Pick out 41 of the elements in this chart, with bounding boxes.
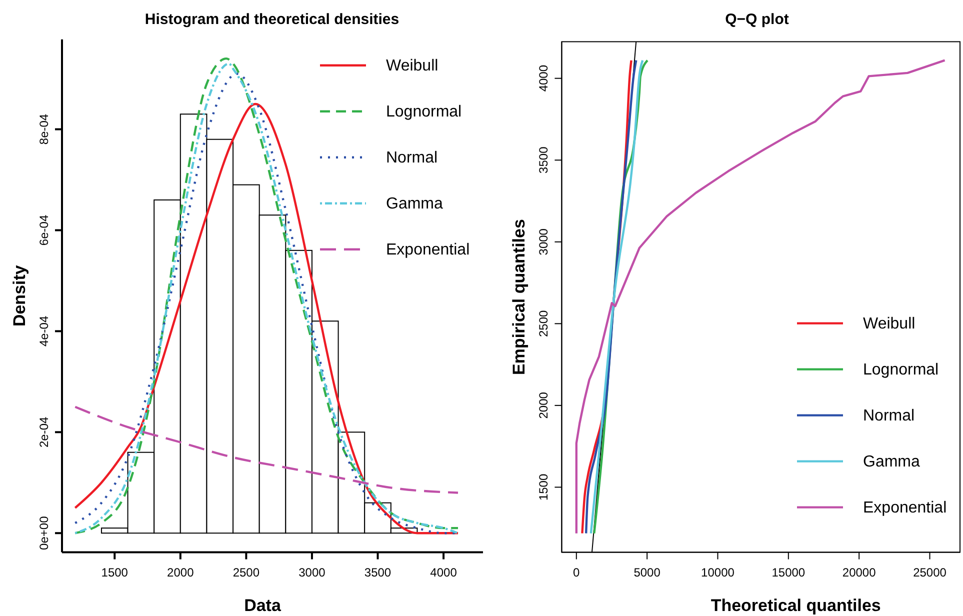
y-tick-label: 4e-04 — [37, 316, 51, 347]
x-tick-label: 2500 — [232, 565, 260, 580]
x-tick-label: 2000 — [167, 565, 194, 580]
y-axis-title: Empirical quantiles — [510, 219, 529, 375]
y-tick-label: 0e+00 — [37, 516, 51, 550]
y-tick-label: 2000 — [536, 392, 551, 419]
chart-title: Histogram and theoretical densities — [144, 11, 400, 28]
legend-label: Normal — [386, 149, 438, 166]
legend-label: Exponential — [386, 241, 470, 258]
x-tick-label: 4000 — [430, 565, 458, 580]
legend-label: Exponential — [863, 499, 947, 516]
y-tick-label: 2e-04 — [37, 416, 51, 448]
x-tick-label: 0 — [573, 565, 580, 580]
x-tick-label: 20000 — [842, 565, 876, 580]
x-tick-label: 5000 — [634, 565, 661, 580]
x-axis-title: Data — [244, 596, 282, 615]
legend-label: Lognormal — [863, 361, 939, 378]
x-tick-label: 25000 — [913, 565, 947, 580]
x-axis-title: Theoretical quantiles — [710, 596, 881, 615]
y-tick-label: 8e-04 — [37, 114, 51, 145]
legend-label: Gamma — [386, 195, 443, 212]
chart-title: Q−Q plot — [725, 11, 789, 28]
y-tick-label: 3000 — [536, 228, 551, 256]
legend-label: Weibull — [386, 57, 438, 74]
y-tick-label: 4000 — [536, 64, 551, 92]
y-tick-label: 6e-04 — [37, 214, 51, 246]
line-series — [575, 59, 946, 534]
legend-label: Weibull — [863, 315, 916, 332]
x-tick-label: 1500 — [101, 565, 128, 580]
line-series — [74, 406, 460, 494]
y-tick-label: 3500 — [536, 146, 551, 174]
legend-label: Normal — [863, 407, 915, 424]
x-tick-label: 10000 — [701, 565, 735, 580]
y-tick-label: 1500 — [536, 474, 551, 501]
y-tick-label: 2500 — [536, 310, 551, 338]
x-tick-label: 3500 — [364, 565, 392, 580]
legend-label: Lognormal — [386, 103, 462, 120]
legend-label: Gamma — [863, 453, 920, 470]
x-tick-label: 3000 — [298, 565, 326, 580]
x-tick-label: 15000 — [772, 565, 806, 580]
y-axis-title: Density — [10, 264, 29, 327]
